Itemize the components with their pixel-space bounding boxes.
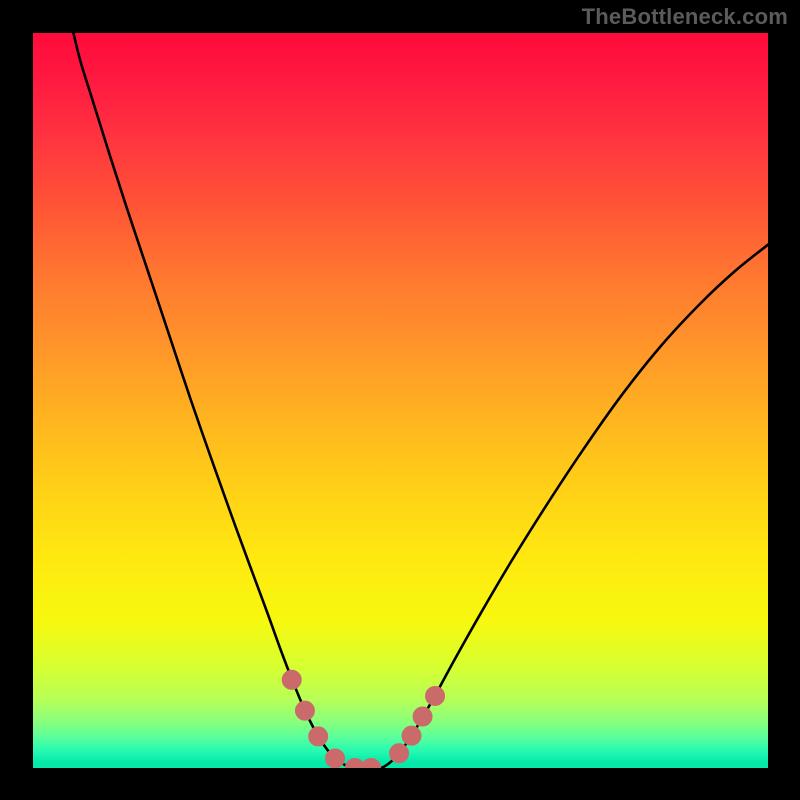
threshold-marker: [413, 707, 432, 726]
watermark-label: TheBottleneck.com: [582, 4, 788, 30]
threshold-marker: [326, 749, 345, 768]
chart-stage: TheBottleneck.com: [0, 0, 800, 800]
threshold-marker: [362, 759, 381, 769]
threshold-markers: [33, 33, 768, 768]
threshold-marker: [390, 744, 409, 763]
threshold-marker: [309, 727, 328, 746]
threshold-marker: [295, 701, 314, 720]
threshold-marker: [402, 726, 421, 745]
plot-area: [33, 33, 768, 768]
threshold-marker: [282, 670, 301, 689]
threshold-marker: [426, 686, 445, 705]
